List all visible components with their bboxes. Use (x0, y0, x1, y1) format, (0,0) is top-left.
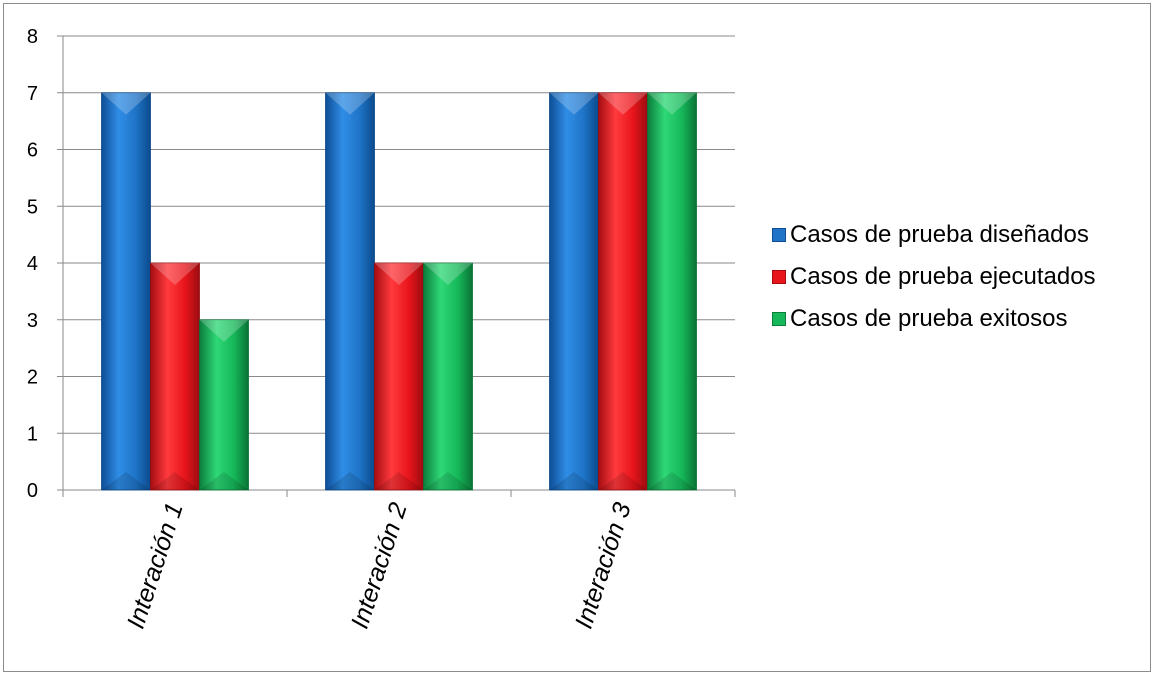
bar-3-1 (199, 319, 249, 491)
y-tick-label: 6 (27, 140, 38, 162)
x-category-label: Interación 2 (346, 499, 413, 632)
y-tick-label: 0 (27, 480, 38, 502)
x-category-label: Interación 1 (122, 499, 189, 632)
bar-bevel-2-1 (150, 263, 200, 285)
legend-swatch-ejecutados (772, 270, 786, 284)
legend-item-exitosos: Casos de prueba exitosos (772, 304, 1147, 334)
legend-label-ejecutados: Casos de prueba ejecutados (790, 263, 1096, 290)
bar-bevel-2-3 (598, 92, 648, 115)
legend-item-ejecutados: Casos de prueba ejecutados (772, 262, 1147, 292)
bar-bevel-3-2 (423, 263, 473, 285)
bar-2-2 (374, 262, 424, 491)
y-tick-label: 2 (27, 367, 38, 389)
bar-base-2-1 (150, 472, 200, 490)
bar-base-1-2 (325, 472, 375, 490)
y-tick-label: 7 (27, 83, 38, 105)
bar-base-1-3 (549, 472, 599, 490)
y-tick-label: 4 (27, 253, 38, 275)
legend-swatch-disenados (772, 228, 786, 242)
legend-label-disenados: Casos de prueba diseñados (790, 221, 1089, 248)
bar-3-3 (647, 92, 697, 491)
legend-swatch-exitosos (772, 312, 786, 326)
chart-frame (3, 3, 1151, 672)
bar-bevel-3-3 (647, 92, 697, 115)
bar-2-3 (598, 92, 648, 491)
y-tick-label: 3 (27, 310, 38, 332)
bar-base-3-2 (423, 472, 473, 490)
bar-bevel-3-1 (199, 319, 249, 342)
bar-1-1 (101, 92, 151, 491)
y-tick-label: 1 (27, 423, 38, 445)
legend-label-exitosos: Casos de prueba exitosos (790, 305, 1068, 332)
bar-base-3-3 (647, 472, 697, 490)
y-tick-label: 8 (27, 26, 38, 48)
bar-bevel-1-2 (325, 92, 375, 115)
bar-base-2-3 (598, 472, 648, 490)
x-category-label: Interación 3 (570, 499, 637, 632)
bar-bevel-2-2 (374, 263, 424, 285)
bar-bevel-1-3 (549, 92, 599, 115)
bar-1-3 (549, 92, 599, 491)
bar-bevel-1-1 (101, 92, 151, 115)
legend: Casos de prueba diseñados Casos de prueb… (772, 220, 1147, 346)
y-tick-label: 5 (27, 196, 38, 218)
bar-base-1-1 (101, 472, 151, 490)
bar-base-3-1 (199, 472, 249, 490)
bar-3-2 (423, 262, 473, 491)
legend-item-disenados: Casos de prueba diseñados (772, 220, 1147, 250)
bar-2-1 (150, 262, 200, 491)
bar-1-2 (325, 92, 375, 491)
bar-base-2-2 (374, 472, 424, 490)
